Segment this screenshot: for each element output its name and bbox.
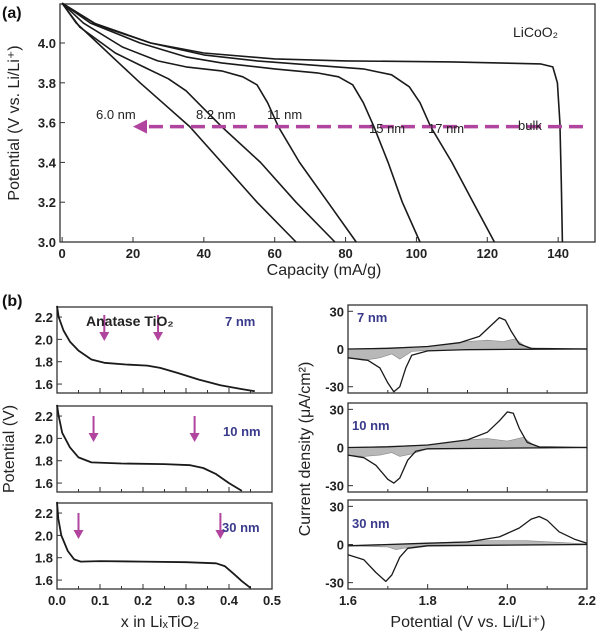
cv-cathodic-b-right-10nm bbox=[347, 446, 588, 484]
y-tick-label-b-left-30nm: 2.0 bbox=[35, 528, 53, 543]
y-tick-label-b-left-10nm: 1.6 bbox=[35, 476, 53, 491]
size-label-10nm-right: 10 nm bbox=[352, 418, 390, 433]
y-tick-label-b-left-30nm: 2.2 bbox=[35, 506, 53, 521]
x-tick-label-a: 40 bbox=[197, 246, 211, 261]
size-label-10nm-left: 10 nm bbox=[223, 424, 261, 439]
y-tick-label-b-right-10nm: 30 bbox=[330, 402, 344, 417]
x-axis-title-a: Capacity (mA/g) bbox=[267, 262, 382, 279]
x-tick-label-b-left-30nm: 0.2 bbox=[134, 593, 152, 608]
curve-b-left-7nm bbox=[56, 305, 255, 393]
cv-cathodic-b-right-30nm bbox=[347, 543, 588, 583]
size-label-7nm-right: 7 nm bbox=[357, 310, 387, 325]
series-label-17nm: 17 nm bbox=[428, 121, 464, 136]
x-tick-label-a: 100 bbox=[406, 246, 428, 261]
y-tick-label-b-left-10nm: 2.0 bbox=[35, 431, 53, 446]
cv-anodic-b-right-30nm bbox=[347, 515, 588, 547]
curve-15-nm bbox=[61, 2, 421, 243]
y-tick-label-a: 4.0 bbox=[38, 36, 56, 51]
series-label-8nm: 8.2 nm bbox=[196, 107, 236, 122]
size-label-30nm-right: 30 nm bbox=[352, 516, 390, 531]
x-tick-label-a: 140 bbox=[547, 246, 569, 261]
x-tick-label-a: 120 bbox=[476, 246, 498, 261]
x-tick-label-b-left-30nm: 0.5 bbox=[263, 593, 281, 608]
y-tick-label-a: 3.4 bbox=[38, 155, 57, 170]
y-tick-label-b-left-10nm: 2.2 bbox=[35, 409, 53, 424]
curve-11-nm bbox=[61, 2, 357, 243]
marker-arrow-head-b-left-30nm bbox=[215, 530, 226, 539]
y-tick-label-b-right-7nm: -30 bbox=[325, 380, 344, 395]
size-label-30nm-left: 30 nm bbox=[222, 520, 260, 535]
x-tick-label-b-right-30nm: 2.2 bbox=[578, 593, 596, 608]
curve-8-2-nm bbox=[61, 2, 336, 243]
y-axis-title-a: Potential (V vs. Li/Li⁺) bbox=[6, 45, 23, 200]
x-axis-title-b-right: Potential (V vs. Li/Li⁺) bbox=[390, 614, 545, 631]
cv-cathodic-b-right-7nm bbox=[347, 348, 588, 393]
y-tick-label-b-right-30nm: -30 bbox=[325, 576, 344, 591]
y-tick-label-b-left-7nm: 1.6 bbox=[35, 377, 53, 392]
x-tick-label-a: 60 bbox=[267, 246, 281, 261]
y-tick-label-b-left-30nm: 1.6 bbox=[35, 573, 53, 588]
annotations bbox=[73, 119, 583, 539]
cv-anodic-b-right-10nm bbox=[347, 411, 588, 449]
x-tick-label-b-left-30nm: 0.1 bbox=[91, 593, 109, 608]
y-tick-label-b-right-30nm: 30 bbox=[330, 499, 344, 514]
y-tick-label-a: 3.2 bbox=[38, 195, 56, 210]
series-label-15nm: 15 nm bbox=[369, 121, 405, 136]
y-tick-label-b-left-10nm: 1.8 bbox=[35, 454, 53, 469]
annotation-licoo2: LiCoO₂ bbox=[513, 24, 558, 40]
marker-arrow-head-b-left-7nm bbox=[99, 332, 110, 341]
curve-bulk bbox=[61, 2, 564, 243]
y-tick-label-b-right-30nm: 0 bbox=[337, 538, 344, 553]
series-label-11nm: 11 nm bbox=[267, 107, 302, 122]
curve-b-left-10nm bbox=[56, 404, 243, 492]
y-tick-label-b-left-7nm: 2.0 bbox=[35, 332, 53, 347]
y-tick-label-b-right-10nm: 0 bbox=[337, 441, 344, 456]
panel-label-a: (a) bbox=[2, 5, 22, 22]
marker-arrow-head-b-left-10nm bbox=[189, 433, 200, 442]
y-tick-label-b-right-10nm: -30 bbox=[325, 479, 344, 494]
series-label-bulk: bulk bbox=[518, 118, 542, 133]
curve-b-left-30nm bbox=[56, 501, 252, 589]
x-tick-label-b-left-30nm: 0.3 bbox=[177, 593, 195, 608]
marker-arrow-head-b-left-30nm bbox=[73, 530, 84, 539]
y-tick-label-b-right-7nm: 30 bbox=[330, 304, 344, 319]
cv-anodic-b-right-7nm bbox=[347, 316, 588, 350]
y-tick-label-a: 3.6 bbox=[38, 116, 56, 131]
series-label-6nm: 6.0 nm bbox=[96, 107, 136, 122]
size-label-7nm-left: 7 nm bbox=[225, 314, 255, 329]
x-tick-label-b-right-30nm: 1.6 bbox=[339, 593, 357, 608]
y-tick-label-a: 3.8 bbox=[38, 76, 56, 91]
x-tick-label-a: 0 bbox=[59, 246, 66, 261]
x-tick-label-a: 20 bbox=[126, 246, 140, 261]
y-tick-label-b-left-30nm: 1.8 bbox=[35, 551, 53, 566]
marker-arrow-head-b-left-7nm bbox=[153, 332, 164, 341]
plot-frame-b-left-10nm bbox=[56, 405, 273, 493]
y-axis-title-b-left: Potential (V) bbox=[1, 405, 18, 493]
x-tick-label-b-right-30nm: 1.8 bbox=[419, 593, 437, 608]
x-tick-label-b-left-30nm: 0.4 bbox=[220, 593, 239, 608]
marker-arrow-head-b-left-10nm bbox=[88, 433, 99, 442]
y-axis-title-b-right: Current density (μA/cm²) bbox=[297, 362, 314, 537]
axes: 0 20 40 60 80 100 120 140 3.0 3.2 3.4 3.6 3.8 4.0 1.6 1… bbox=[35, 3, 596, 608]
x-tick-label-a: 80 bbox=[338, 246, 352, 261]
x-tick-label-b-right-30nm: 2.0 bbox=[498, 593, 516, 608]
x-axis-title-b-left: x in LiₓTiO₂ bbox=[121, 614, 199, 631]
arrow-head bbox=[132, 119, 147, 134]
y-tick-label-b-left-7nm: 1.8 bbox=[35, 355, 53, 370]
y-tick-label-a: 3.0 bbox=[38, 235, 56, 250]
annotation-anatase: Anatase TiO₂ bbox=[86, 313, 174, 329]
y-tick-label-b-right-7nm: 0 bbox=[337, 342, 344, 357]
x-tick-label-b-left-30nm: 0.0 bbox=[48, 593, 66, 608]
panel-label-b: (b) bbox=[2, 293, 22, 310]
curves bbox=[56, 2, 588, 589]
y-tick-label-b-left-7nm: 2.2 bbox=[35, 310, 53, 325]
plot-frame-b-left-30nm bbox=[56, 502, 273, 590]
